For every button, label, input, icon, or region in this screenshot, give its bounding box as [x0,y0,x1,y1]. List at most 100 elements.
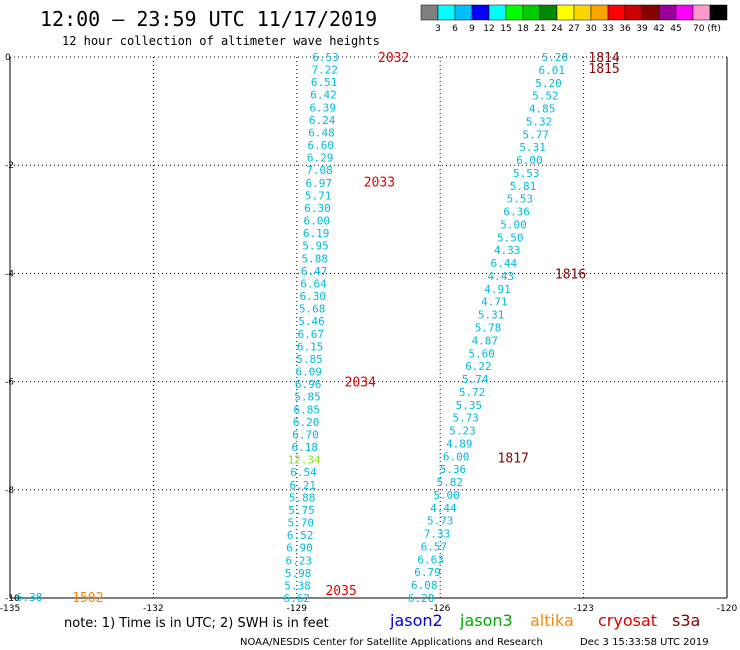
x-tick-label: -126 [430,604,451,614]
swh-value-track-a: 6.21 [290,479,317,492]
swh-value-track-b: 6.63 [417,553,444,566]
colorbar-swatch [709,4,728,21]
swh-value-track-b: 5.60 [468,347,495,360]
swh-value-track-a: 6.19 [303,227,330,240]
swh-value-track-a: 6.47 [301,265,328,278]
colorbar-swatch [590,4,609,21]
swh-value-track-b: 5.53 [513,167,540,180]
colorbar-label: 21 [534,24,545,34]
swh-value-track-b: 5.72 [459,386,486,399]
colorbar-label: 6 [452,24,458,34]
swh-value-track-b: 4.85 [529,103,556,116]
x-tick-label: -135 [0,604,20,614]
swh-value-track-a: 5.88 [302,252,329,265]
swh-value-track-a: 5.98 [285,567,312,580]
swh-value-track-b: 5.31 [478,309,505,322]
swh-value-track-b: 5.35 [456,399,483,412]
colorbar-label: 18 [517,24,529,34]
x-tick-label: -129 [287,604,308,614]
swh-value-track-b: 5.20 [535,77,562,90]
swh-value-track-b: 6.79 [414,566,441,579]
swh-value-track-a: 6.42 [310,89,337,102]
swh-value-track-a: 6.64 [300,277,327,290]
footer-note: note: 1) Time is in UTC; 2) SWH is in fe… [64,616,329,631]
swh-value-track-b: 7.33 [424,528,451,541]
colorbar-label: 39 [636,24,648,34]
colorbar-swatch [488,4,507,21]
y-tick-label: 0 [5,53,11,63]
colorbar-swatch [437,4,456,21]
colorbar-swatch [692,4,711,21]
swh-value-track-a: 6.85 [294,403,321,416]
colorbar-swatch [675,4,694,21]
swh-value-track-a: 6.97 [306,177,333,190]
swh-value-track-a: 6.48 [308,126,335,139]
swh-value-track-a: 6.53 [312,51,339,64]
colorbar-swatch [420,4,439,21]
colorbar-swatch [471,4,490,21]
swh-value-track-a: 5.85 [296,353,323,366]
y-tick-label: -2 [5,161,14,171]
colorbar-swatch [658,4,677,21]
y-tick-label: -6 [5,378,14,388]
swh-value-track-b: 5.73 [452,412,479,425]
swh-value-track-a: 12.34 [288,454,321,467]
swh-value-track-b: 6.57 [421,540,448,553]
swh-value-track-a: 5.38 [284,579,311,592]
pass-time-label: 1816 [555,267,586,282]
colorbar-label: 42 [653,24,664,34]
colorbar-swatch [607,4,626,21]
y-tick-label: -8 [5,486,14,496]
legend-jason2: jason2 [389,611,443,630]
swh-value-track-b: 5.00 [433,489,460,502]
swh-value-track-a: 5.95 [302,240,329,253]
pass-time-label: 2033 [364,175,395,190]
swh-value-track-b: 5.36 [440,463,467,476]
legend-s3a: s3a [672,611,700,630]
colorbar-swatch [454,4,473,21]
swh-value-track-a: 7.08 [306,164,333,177]
swh-value-track-b: 6.44 [491,257,518,270]
colorbar-swatch [556,4,575,21]
swh-value-track-a: 6.00 [304,215,331,228]
swh-value-track-a: 6.90 [286,542,313,555]
pass-time-label: 1815 [588,62,619,77]
swh-value-track-b: 5.52 [532,90,559,103]
swh-value-track-b: 5.74 [462,373,489,386]
pass-time-label: 2034 [345,376,376,391]
colorbar-swatch [624,4,643,21]
swh-value-track-b: 5.73 [427,515,454,528]
swh-value-track-a: 6.18 [292,441,319,454]
pass-time-label: 1817 [498,451,529,466]
swh-value-track-b: 5.50 [497,231,524,244]
swh-value-track-a: 6.23 [286,554,313,567]
swh-value-track-b: 5.77 [523,128,550,141]
swh-value-lone: 6.38 [16,591,43,604]
swh-value-track-b: 4.33 [494,244,521,257]
colorbar-label: 12 [483,24,494,34]
footer-credit: NOAA/NESDIS Center for Satellite Applica… [240,637,543,648]
swh-value-track-b: 6.22 [465,360,492,373]
swh-value-track-b: 5.78 [475,322,502,335]
swh-value-track-a: 5.70 [288,517,315,530]
swh-value-track-b: 6.36 [503,206,530,219]
colorbar-label: 9 [469,24,475,34]
swh-value-track-b: 6.00 [443,450,470,463]
swh-value-track-a: 6.30 [300,290,327,303]
swh-value-track-b: 4.71 [481,296,508,309]
swh-value-track-b: 5.81 [510,180,537,193]
swh-value-track-a: 6.54 [290,466,317,479]
x-tick-label: -132 [143,604,163,614]
swh-value-track-b: 6.00 [516,154,543,167]
colorbar-label: 3 [435,24,441,34]
swh-value-track-a: 6.29 [307,152,334,165]
swh-value-track-a: 6.15 [297,340,324,353]
chart-subtitle: 12 hour collection of altimeter wave hei… [62,34,380,48]
swh-value-track-a: 6.39 [310,101,337,114]
swh-value-track-b: 6.08 [411,579,438,592]
y-tick-label: -4 [5,269,14,279]
colorbar-label: 27 [568,24,579,34]
y-tick-label: -10 [5,594,20,604]
colorbar-label: 33 [602,24,613,34]
